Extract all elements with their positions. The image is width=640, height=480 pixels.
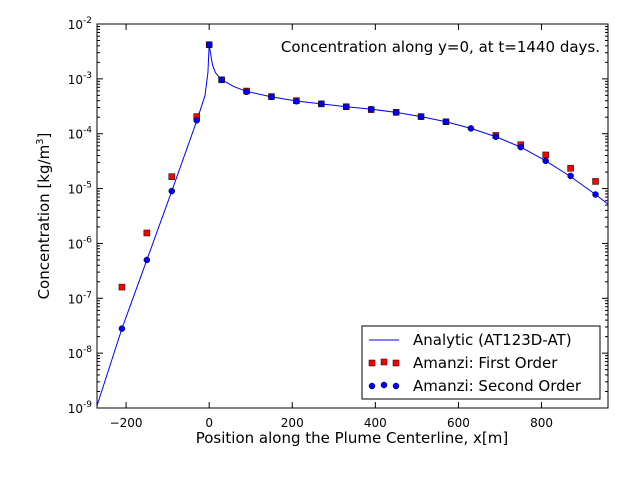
first-order-point (143, 229, 151, 237)
x-tick-label: 600 (447, 416, 470, 430)
y-tick-exponent: -7 (83, 290, 92, 300)
legend-square-swatch (368, 358, 400, 367)
second-order-point (392, 109, 400, 116)
second-order-series (118, 41, 599, 332)
first-order-point (168, 173, 176, 180)
legend-label-first-order: Amanzi: First Order (413, 354, 558, 372)
second-order-point (467, 125, 475, 132)
legend-label-second-order: Amanzi: Second Order (413, 377, 582, 395)
y-tick-base: 10 (68, 18, 83, 32)
plot-frame (96, 23, 609, 409)
y-tick-base: 10 (68, 128, 83, 142)
x-tick-label: 800 (530, 416, 553, 430)
second-order-point (218, 76, 225, 84)
second-order-point (517, 143, 525, 151)
second-order-point (143, 256, 151, 264)
x-axis-label: Position along the Plume Centerline, x[m… (196, 429, 509, 447)
second-order-point (168, 187, 176, 195)
second-order-point (367, 105, 375, 113)
second-order-point (118, 325, 126, 332)
second-order-point (243, 88, 250, 96)
legend-box (361, 325, 601, 400)
second-order-point (318, 100, 325, 108)
second-order-point (492, 133, 500, 141)
x-axis-ticks: −200 0 200 400 600 800 (110, 24, 553, 430)
legend-circle-swatch (368, 381, 400, 390)
y-tick-label: 10-5 (68, 181, 92, 197)
analytic-line (97, 44, 608, 406)
first-order-point (592, 178, 599, 185)
y-tick-label: 10-6 (68, 235, 93, 251)
y-tick-base: 10 (68, 292, 83, 306)
second-order-point (268, 93, 275, 101)
x-tick-label: −200 (110, 416, 143, 430)
y-tick-exponent: -4 (83, 126, 92, 136)
second-order-point (592, 191, 599, 198)
y-tick-label: 10-8 (68, 345, 93, 361)
second-order-point (417, 113, 425, 120)
y-axis-label-main: Concentration [kg/m (35, 145, 53, 300)
y-axis-label: Concentration [kg/m3] (35, 133, 53, 300)
analytic-series (97, 44, 608, 406)
second-order-point (542, 157, 549, 165)
second-order-point (205, 41, 213, 48)
legend: Analytic (AT123D-AT) Amanzi: First Order… (361, 325, 601, 400)
y-tick-exponent: -6 (83, 235, 92, 245)
y-tick-label: 10-9 (68, 400, 93, 416)
x-tick-label: 0 (205, 416, 213, 430)
second-order-point (442, 118, 450, 126)
first-order-point (542, 151, 549, 159)
y-tick-exponent: -5 (83, 181, 92, 191)
y-tick-base: 10 (68, 402, 83, 416)
y-tick-label: 10-7 (68, 290, 92, 306)
y-tick-base: 10 (68, 183, 83, 197)
y-tick-exponent: -9 (83, 400, 92, 410)
y-tick-base: 10 (68, 73, 83, 87)
y-tick-exponent: -8 (83, 345, 92, 355)
y-tick-exponent: -2 (83, 16, 92, 26)
x-tick-label: 400 (364, 416, 387, 430)
y-tick-base: 10 (68, 237, 83, 251)
chart-annotation: Concentration along y=0, at t=1440 days. (281, 38, 600, 56)
first-order-point (118, 283, 126, 291)
second-order-point (293, 98, 300, 105)
x-tick-label: 200 (281, 416, 304, 430)
first-order-point (567, 164, 574, 172)
legend-label-analytic: Analytic (AT123D-AT) (413, 331, 572, 349)
y-tick-base: 10 (68, 347, 83, 361)
second-order-point (343, 103, 350, 111)
y-tick-label: 10-4 (68, 126, 93, 142)
y-tick-exponent: -3 (83, 71, 92, 81)
second-order-point (567, 172, 574, 180)
y-tick-label: 10-2 (68, 16, 92, 32)
y-axis-label-sup: 3 (35, 138, 46, 144)
y-axis-label-end: ] (35, 133, 53, 139)
second-order-point (193, 117, 200, 124)
y-tick-label: 10-3 (68, 71, 92, 87)
